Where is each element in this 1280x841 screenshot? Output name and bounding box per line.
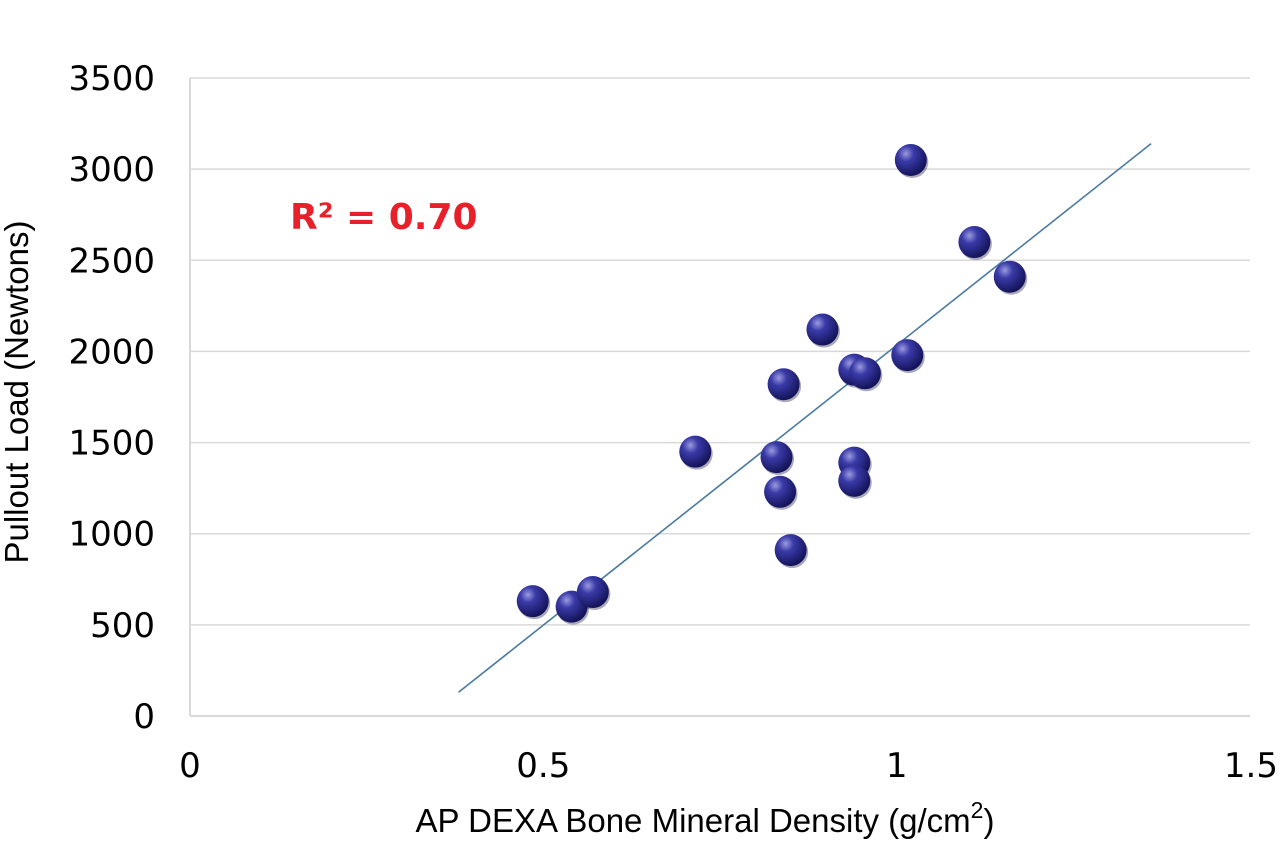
data-point xyxy=(764,475,798,510)
y-tick-label: 3500 xyxy=(68,59,155,99)
data-point xyxy=(767,368,802,403)
data-point xyxy=(806,313,840,348)
x-tick-label: 0 xyxy=(179,746,201,786)
x-tick-label: 0.5 xyxy=(516,746,570,786)
y-tick-label: 3000 xyxy=(68,150,155,190)
data-point xyxy=(894,144,929,179)
data-point xyxy=(958,226,992,261)
y-tick-label: 500 xyxy=(90,606,155,646)
data-points xyxy=(516,144,1028,625)
y-tick-label: 1500 xyxy=(68,424,155,464)
y-axis-title: Pullout Load (Newtons) xyxy=(0,220,35,563)
y-tick-label: 1000 xyxy=(68,515,155,555)
axes: 0 500 1000 1500 2000 2500 3000 3500 0 0.5 1 1.5 xyxy=(68,59,1278,786)
data-point xyxy=(993,260,1028,295)
y-tick-label: 0 xyxy=(133,697,155,737)
data-point xyxy=(679,435,713,470)
x-tick-label: 1 xyxy=(886,746,908,786)
y-tick-label: 2000 xyxy=(68,332,155,372)
data-point xyxy=(760,441,795,476)
x-axis-title-superscript: 2 xyxy=(971,797,984,823)
annotation-r-squared: R² = 0.70 xyxy=(290,197,478,238)
data-point xyxy=(838,464,872,499)
data-point xyxy=(891,339,925,374)
data-point xyxy=(516,585,551,620)
gridlines xyxy=(190,77,1250,626)
labels: R² = 0.70 Pullout Load (Newtons) AP DEXA… xyxy=(0,197,994,839)
data-point xyxy=(774,534,809,569)
x-axis-title-suffix: ) xyxy=(983,802,994,839)
y-tick-label: 2500 xyxy=(68,241,155,281)
x-tick-label: 1.5 xyxy=(1224,746,1278,786)
data-point xyxy=(576,576,611,611)
x-axis-title: AP DEXA Bone Mineral Density (g/cm2) xyxy=(416,797,995,839)
data-point xyxy=(848,357,883,392)
x-axis-title-main: AP DEXA Bone Mineral Density (g/cm xyxy=(416,802,971,839)
